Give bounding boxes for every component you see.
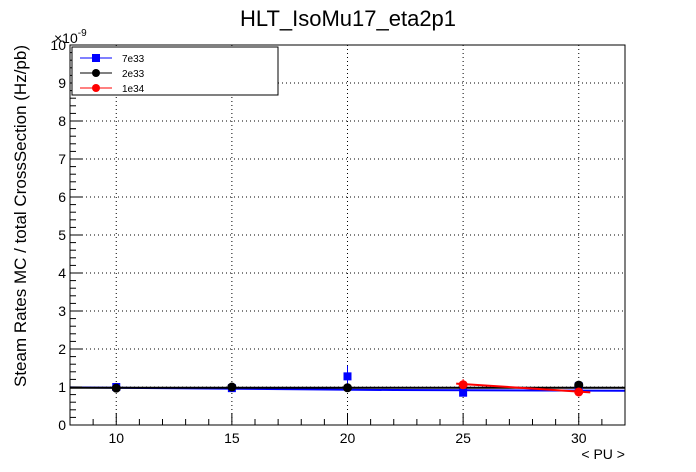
fit-line-1e34 (456, 382, 591, 394)
y-tick-label: 9 (58, 75, 66, 91)
y-tick-label: 1 (58, 379, 66, 395)
data-point-2e33 (227, 382, 237, 392)
x-tick-label: 10 (108, 430, 124, 446)
grid (70, 45, 625, 425)
legend-label-1e34: 1e34 (122, 84, 145, 95)
y-tick-label: 6 (58, 189, 66, 205)
x-axis-label: < PU > (581, 446, 625, 462)
y-tick-label: 7 (58, 151, 66, 167)
y-axis-label: Steam Rates MC / total CrossSection (Hz/… (11, 45, 30, 387)
legend-label-2e33: 2e33 (122, 69, 145, 80)
data-point-2e33 (343, 383, 352, 393)
legend-marker-7e33 (92, 54, 100, 62)
y-tick-label: 5 (58, 227, 66, 243)
y-multiplier-exponent: -9 (78, 28, 87, 39)
chart-title: HLT_IsoMu17_eta2p1 (240, 6, 456, 31)
y-multiplier-base: ×10 (54, 30, 78, 46)
y-multiplier: ×10-9 (54, 28, 87, 46)
y-tick-label: 3 (58, 303, 66, 319)
data-point-1e34 (458, 380, 468, 390)
x-tick-label: 20 (340, 430, 356, 446)
x-tick-label: 15 (224, 430, 240, 446)
y-tick-label: 2 (58, 341, 66, 357)
axes: 10 15 20 25 30 0 1 2 3 4 5 6 7 8 9 10 (50, 37, 626, 446)
data-point-7e33 (459, 388, 468, 397)
legend-box (71, 46, 279, 96)
y-tick-label: 10 (50, 37, 66, 53)
data-point-2e33 (574, 380, 584, 390)
legend-label-7e33: 7e33 (122, 54, 145, 65)
y-tick-label: 8 (58, 113, 66, 129)
legend-marker-1e34 (92, 84, 100, 92)
data-point-1e34 (574, 387, 584, 397)
y-tick-label: 4 (58, 265, 66, 281)
legend: 7e33 2e33 1e34 (71, 46, 279, 96)
x-tick-label: 30 (571, 430, 587, 446)
data-point-2e33 (111, 383, 121, 393)
legend-marker-2e33 (92, 69, 100, 77)
data-markers (111, 372, 584, 397)
data-point-7e33 (343, 372, 352, 381)
y-tick-label: 0 (58, 417, 66, 433)
x-tick-label: 25 (455, 430, 471, 446)
